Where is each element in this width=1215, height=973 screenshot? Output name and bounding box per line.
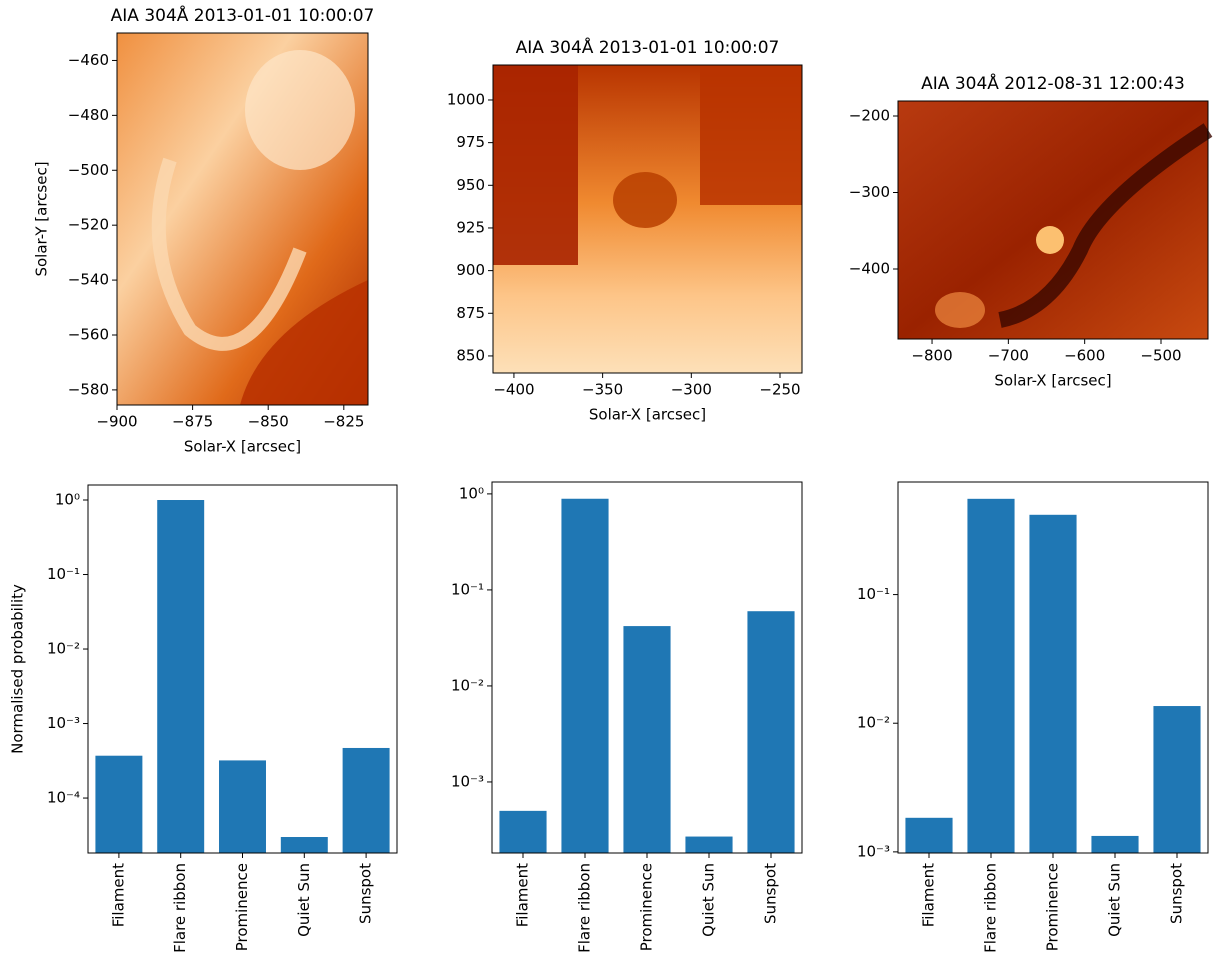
- x-tick-label: Flare ribbon: [576, 863, 594, 953]
- bar: [95, 755, 143, 853]
- solar-image-3: [898, 101, 1213, 339]
- x-axis-label: Solar-X [arcsec]: [994, 372, 1111, 390]
- x-tick-label: Filament: [514, 863, 532, 927]
- y-tick-label: 900: [456, 261, 485, 279]
- x-tick-label: −500: [1140, 347, 1181, 365]
- x-tick-label: −825: [323, 413, 364, 431]
- bar: [747, 611, 795, 853]
- bar: [685, 836, 733, 853]
- y-tick-label: 1000: [447, 90, 485, 108]
- x-tick-label: Filament: [109, 863, 127, 927]
- x-tick-label: Prominence: [638, 863, 656, 951]
- y-tick-label: −480: [68, 106, 109, 124]
- solar-image-2: [493, 65, 802, 373]
- y-tick-label: 10⁻¹: [451, 580, 484, 598]
- y-tick-label: 10⁻³: [47, 714, 80, 732]
- y-axis-label: Solar-Y [arcsec]: [33, 161, 51, 276]
- y-tick-label: 875: [456, 304, 485, 322]
- x-tick-label: −875: [172, 413, 213, 431]
- bar: [1091, 835, 1139, 853]
- chart-title: AIA 304Å 2013-01-01 10:00:07: [111, 4, 375, 26]
- x-axis-label: Solar-X [arcsec]: [184, 438, 301, 456]
- axes-frame: [897, 481, 1209, 854]
- y-tick-label: −400: [849, 260, 890, 278]
- chart-title: AIA 304Å 2012-08-31 12:00:43: [921, 72, 1185, 94]
- axes-frame: [491, 481, 803, 854]
- x-tick-label: −600: [1064, 347, 1105, 365]
- x-tick-label: −900: [96, 413, 137, 431]
- x-tick-label: Quiet Sun: [1106, 863, 1124, 937]
- y-tick-label: 10⁻²: [857, 714, 890, 732]
- bar: [623, 626, 671, 853]
- x-tick-label: −700: [988, 347, 1029, 365]
- y-tick-label: 10⁻²: [47, 640, 80, 658]
- x-tick-label: Quiet Sun: [295, 863, 313, 937]
- y-tick-label: 10⁰: [459, 484, 484, 502]
- bar: [157, 500, 205, 853]
- y-tick-label: −560: [68, 325, 109, 343]
- x-tick-label: Sunspot: [357, 863, 375, 924]
- y-tick-label: 10⁻²: [451, 676, 484, 694]
- bar: [561, 498, 609, 853]
- y-tick-label: 10⁰: [55, 491, 80, 509]
- y-tick-label: 10⁻¹: [47, 565, 80, 583]
- y-tick-label: 975: [456, 133, 485, 151]
- x-tick-label: Sunspot: [762, 863, 780, 924]
- axes-frame: [87, 484, 398, 854]
- x-axis-label: Solar-X [arcsec]: [589, 406, 706, 424]
- x-tick-label: Flare ribbon: [982, 863, 1000, 953]
- x-tick-label: Prominence: [1044, 863, 1062, 951]
- y-tick-label: −540: [68, 271, 109, 289]
- bar: [1153, 706, 1201, 853]
- bar: [280, 837, 328, 853]
- bar: [219, 760, 266, 853]
- x-tick-label: Quiet Sun: [700, 863, 718, 937]
- y-tick-label: −500: [68, 161, 109, 179]
- chart-title: AIA 304Å 2013-01-01 10:00:07: [516, 36, 780, 58]
- y-tick-label: −520: [68, 216, 109, 234]
- x-tick-label: −400: [493, 381, 534, 399]
- y-tick-label: −460: [68, 51, 109, 69]
- bar: [1029, 514, 1077, 853]
- bar: [967, 498, 1015, 853]
- y-tick-label: 950: [456, 176, 485, 194]
- bar: [342, 747, 390, 853]
- y-tick-label: 10⁻¹: [857, 585, 890, 603]
- y-tick-label: 10⁻³: [857, 842, 890, 860]
- axes-frame: [897, 100, 1209, 340]
- x-tick-label: Filament: [920, 863, 938, 927]
- x-tick-label: −800: [911, 347, 952, 365]
- bar: [905, 817, 953, 853]
- x-tick-label: Sunspot: [1168, 863, 1186, 924]
- y-tick-label: −580: [68, 380, 109, 398]
- x-tick-label: −300: [671, 381, 712, 399]
- y-tick-label: 850: [456, 346, 485, 364]
- x-tick-label: −850: [248, 413, 289, 431]
- y-tick-label: −300: [849, 183, 890, 201]
- y-axis-label: Normalised probability: [9, 584, 27, 754]
- axes-frame: [116, 32, 369, 406]
- x-tick-label: −350: [582, 381, 623, 399]
- solar-image-1: [117, 33, 368, 405]
- axes-frame: [492, 64, 803, 374]
- x-tick-label: Flare ribbon: [171, 863, 189, 953]
- y-tick-label: −200: [849, 106, 890, 124]
- x-tick-label: −250: [759, 381, 800, 399]
- y-tick-label: 10⁻⁴: [47, 789, 80, 807]
- y-tick-label: 925: [456, 218, 485, 236]
- bar: [499, 810, 547, 853]
- y-tick-label: 10⁻³: [451, 772, 484, 790]
- x-tick-label: Prominence: [233, 863, 251, 951]
